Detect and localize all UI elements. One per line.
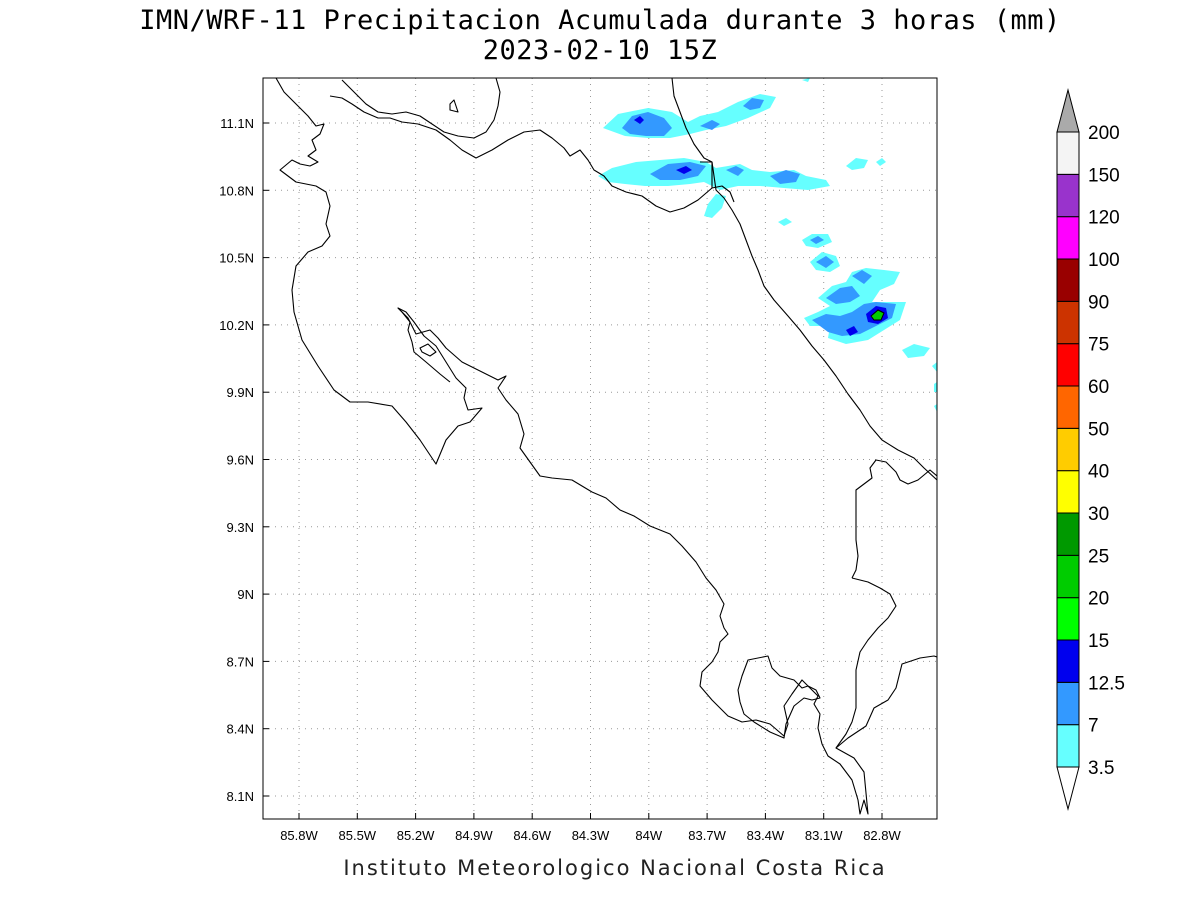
precip-cell <box>870 309 885 321</box>
precip-cell <box>932 362 937 372</box>
colorbar-label: 20 <box>1088 589 1109 610</box>
colorbar-segment <box>1056 343 1080 387</box>
colorbar-label: 25 <box>1088 546 1109 567</box>
colorbar-label: 30 <box>1088 504 1109 525</box>
colorbar-label: 200 <box>1088 123 1120 144</box>
map-subtitle-datetime: 2023-02-10 15Z <box>482 35 718 66</box>
colorbar-label: 7 <box>1088 716 1099 737</box>
colorbar-over-arrow <box>1056 88 1080 133</box>
colorbar-segment <box>1056 216 1080 260</box>
colorbar-segment <box>1056 131 1080 175</box>
precip-cell <box>934 382 937 392</box>
colorbar-segment <box>1056 512 1080 556</box>
map-grid <box>263 78 937 819</box>
precip-cell <box>622 112 672 136</box>
x-tick-label: 82.8W <box>863 828 901 843</box>
y-tick-label: 11.1N <box>220 116 254 131</box>
precip-cell <box>634 116 644 124</box>
colorbar-segment <box>1056 385 1080 429</box>
colorbar-segment <box>1056 173 1080 218</box>
colorbar-label: 15 <box>1088 631 1109 652</box>
precip-cell <box>802 78 810 82</box>
y-tick-label: 9.6N <box>227 453 254 468</box>
colorbar-segment <box>1056 681 1080 726</box>
colorbar-under-arrow <box>1056 766 1080 811</box>
map-frame <box>262 77 938 820</box>
y-tick-label: 9N <box>237 587 254 602</box>
precip-cell <box>743 98 764 110</box>
y-tick-label: 8.7N <box>227 654 254 669</box>
x-tick-label: 83.1W <box>805 828 843 843</box>
x-tick-label: 85.2W <box>397 828 435 843</box>
colorbar-segment <box>1056 300 1080 345</box>
x-tick-label: 83.7W <box>688 828 726 843</box>
precip-cell <box>846 326 858 336</box>
colorbar-segment <box>1056 639 1080 683</box>
precip-cell <box>770 170 800 184</box>
map-title: IMN/WRF-11 Precipitacion Acumulada duran… <box>139 5 1061 36</box>
y-tick-label: 8.1N <box>227 789 254 804</box>
colorbar-label: 12.5 <box>1088 673 1125 694</box>
colorbar-label: 40 <box>1088 462 1109 483</box>
y-tick-label: 10.2N <box>219 318 254 333</box>
colorbar-label: 150 <box>1088 165 1120 186</box>
precip-cell <box>846 158 868 170</box>
colorbar-legend: 3.5 7 12.5 15 20 25 30 40 50 60 75 90 100 120 150 200 <box>1056 88 1125 811</box>
precipitation-field <box>598 78 937 412</box>
colorbar-label: 60 <box>1088 377 1109 398</box>
colorbar-segment <box>1056 258 1080 302</box>
precip-cell <box>676 166 692 174</box>
precip-cell <box>902 344 930 358</box>
coastline <box>275 78 937 815</box>
precip-cell <box>778 218 792 226</box>
x-tick-label: 84.9W <box>455 828 493 843</box>
precip-cell <box>700 120 720 130</box>
y-tick-label: 9.9N <box>227 385 254 400</box>
colorbar-label: 120 <box>1088 208 1120 229</box>
x-tick-label: 84W <box>635 828 662 843</box>
x-tick-label: 84.3W <box>572 828 610 843</box>
precip-cell <box>852 270 872 284</box>
colorbar-label: 90 <box>1088 292 1109 313</box>
x-tick-label: 84.6W <box>513 828 551 843</box>
precip-cell <box>726 166 744 176</box>
colorbar-segment <box>1056 470 1080 514</box>
precip-cell <box>934 404 937 412</box>
x-tick-label: 83.4W <box>747 828 785 843</box>
footer-credit: Instituto Meteorologico Nacional Costa R… <box>343 856 887 880</box>
colorbar-segment <box>1056 724 1080 768</box>
longitude-axis: 85.8W 85.5W 85.2W 84.9W 84.6W 84.3W 84W 83.7W 83… <box>280 813 902 843</box>
y-tick-label: 10.8N <box>219 183 254 198</box>
x-tick-label: 85.8W <box>280 828 318 843</box>
colorbar-label: 50 <box>1088 419 1109 440</box>
colorbar-label: 75 <box>1088 335 1109 356</box>
precip-cell <box>876 158 886 166</box>
precip-cell <box>816 256 834 268</box>
colorbar-segment <box>1056 597 1080 641</box>
y-tick-label: 10.5N <box>219 251 254 266</box>
y-tick-label: 9.3N <box>227 520 254 535</box>
colorbar-segment <box>1056 427 1080 472</box>
colorbar-label: 3.5 <box>1088 758 1114 779</box>
precip-cell <box>826 286 860 304</box>
precip-cell <box>810 236 824 244</box>
colorbar-label: 100 <box>1088 250 1120 271</box>
colorbar-segment <box>1056 554 1080 599</box>
latitude-axis: 11.1N 10.8N 10.5N 10.2N 9.9N 9.6N 9.3N 9N 8.7N 8.… <box>219 116 269 804</box>
x-tick-label: 85.5W <box>339 828 377 843</box>
y-tick-label: 8.4N <box>227 722 254 737</box>
precip-cell <box>704 194 726 218</box>
